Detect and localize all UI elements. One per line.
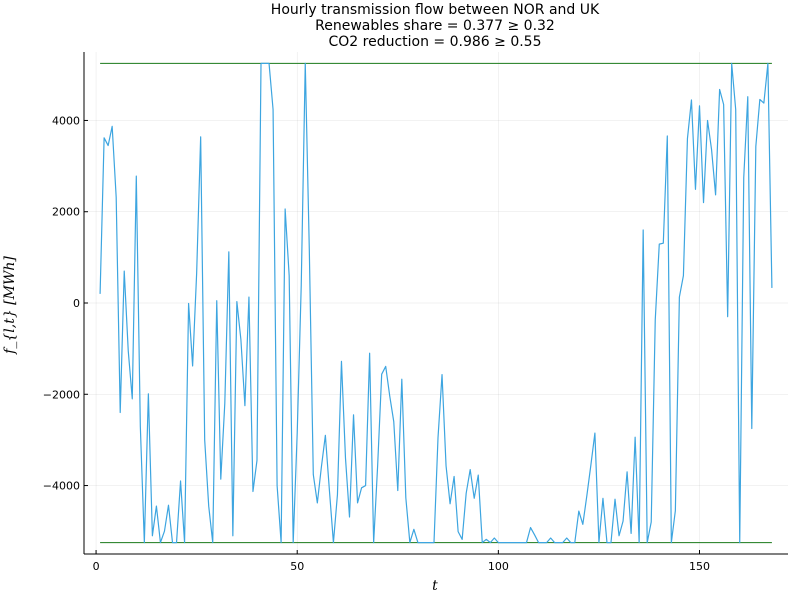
x-tick-label: 50 [290, 560, 304, 573]
y-tick-labels: −4000 −2000 0 2000 4000 [43, 114, 80, 492]
x-axis-label: t [432, 578, 438, 594]
x-tick-labels: 0 50 100 150 [93, 560, 710, 573]
y-tick-label: 0 [73, 297, 80, 310]
y-tick-label: 2000 [52, 206, 80, 219]
series-line-1 [99, 62, 773, 544]
axes [83, 52, 788, 555]
x-tick-label: 100 [488, 560, 509, 573]
series-group [99, 62, 773, 544]
x-tick-label: 150 [689, 560, 710, 573]
chart-title-line-3: CO2 reduction = 0.986 ≥ 0.55 [328, 34, 541, 50]
y-tick-label: −4000 [43, 480, 80, 493]
y-axis-label: f_{l,t} [MWh] [2, 256, 18, 355]
chart-title-line-1: Hourly transmission flow between NOR and… [271, 2, 600, 18]
chart-title-line-2: Renewables share = 0.377 ≥ 0.32 [315, 18, 555, 34]
flow-bounds [100, 62, 772, 544]
y-tick-label: 4000 [52, 114, 80, 127]
x-tick-label: 0 [93, 560, 100, 573]
y-tick-label: −2000 [43, 388, 80, 401]
